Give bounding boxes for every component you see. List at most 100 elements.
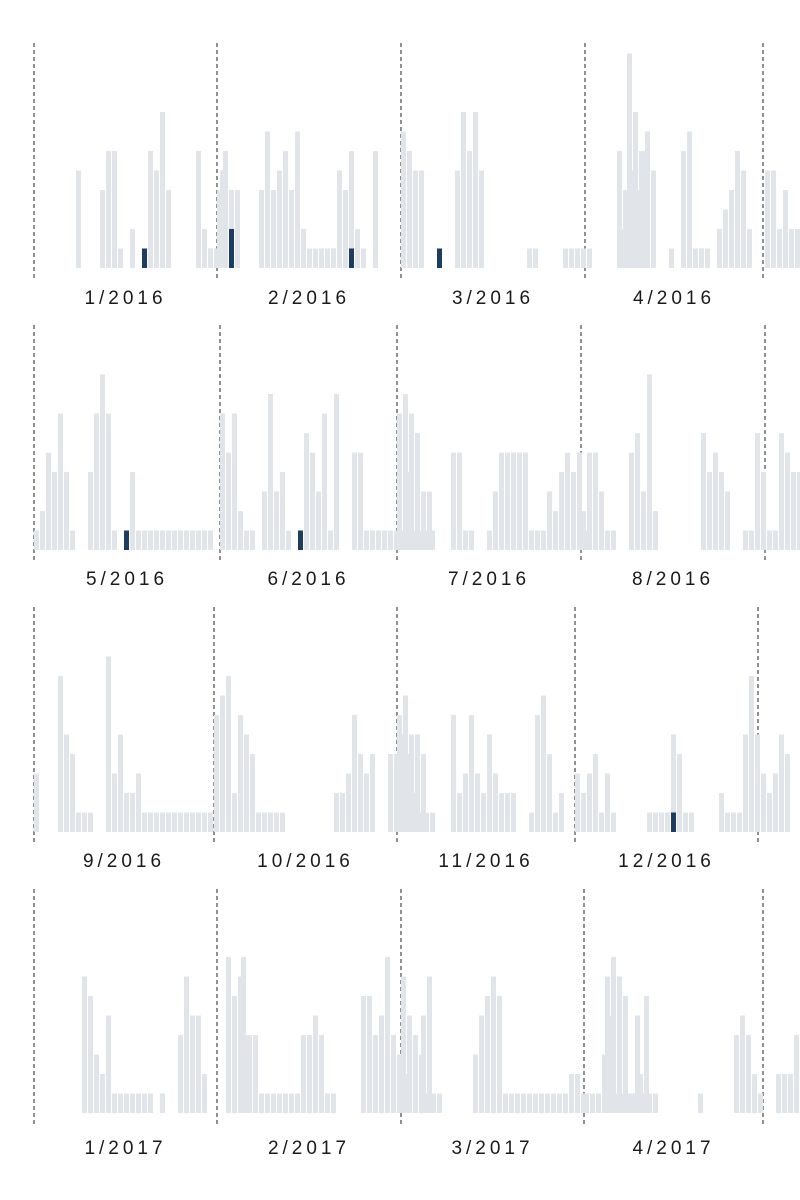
day-bar bbox=[112, 530, 117, 550]
day-bar bbox=[575, 773, 580, 832]
month-panel-1-2017: 1/2017 bbox=[82, 957, 249, 1159]
day-bar bbox=[782, 1074, 787, 1113]
day-bar bbox=[238, 715, 243, 832]
day-bar bbox=[783, 190, 788, 268]
day-bar bbox=[415, 433, 420, 550]
day-bar bbox=[529, 812, 534, 832]
day-bar bbox=[232, 413, 237, 550]
day-bar bbox=[705, 248, 710, 268]
day-bar bbox=[491, 976, 496, 1113]
chart-row-2: 5/2016 6/2016 7/2016 8/2016 bbox=[33, 325, 800, 590]
day-bar bbox=[644, 996, 649, 1113]
day-bar bbox=[196, 530, 201, 550]
day-bar bbox=[761, 773, 766, 832]
month-label: 1/2017 bbox=[84, 1138, 166, 1159]
day-bar bbox=[683, 812, 688, 832]
day-bar bbox=[463, 773, 468, 832]
day-bar bbox=[563, 248, 568, 268]
day-bar bbox=[148, 530, 153, 550]
day-bar bbox=[633, 112, 638, 268]
day-bar bbox=[767, 530, 772, 550]
day-bar bbox=[535, 530, 540, 550]
day-bar bbox=[184, 976, 189, 1113]
month-label: 1/2016 bbox=[84, 288, 166, 309]
highlight-bar bbox=[124, 530, 129, 550]
day-bar bbox=[725, 491, 730, 550]
day-bar bbox=[373, 151, 378, 268]
day-bar bbox=[358, 754, 363, 832]
day-bar bbox=[217, 190, 222, 268]
day-bar bbox=[569, 248, 574, 268]
day-bar bbox=[82, 976, 87, 1113]
day-bar bbox=[340, 793, 345, 832]
day-bar bbox=[190, 812, 195, 832]
day-bar bbox=[244, 1035, 249, 1113]
day-bar bbox=[587, 452, 592, 550]
day-bar bbox=[487, 530, 492, 550]
day-bar bbox=[307, 248, 312, 268]
day-bar bbox=[403, 695, 408, 832]
month-label: 9/2016 bbox=[83, 851, 165, 872]
day-bar bbox=[627, 53, 632, 268]
day-bar bbox=[352, 715, 357, 832]
day-bar bbox=[310, 452, 315, 550]
day-bar bbox=[593, 754, 598, 832]
day-bar bbox=[671, 734, 676, 832]
day-bar bbox=[268, 394, 273, 550]
day-bar bbox=[259, 190, 264, 268]
day-bar bbox=[322, 413, 327, 550]
day-bar bbox=[196, 151, 201, 268]
day-bar bbox=[178, 1035, 183, 1113]
day-bar bbox=[713, 452, 718, 550]
day-bar bbox=[148, 812, 153, 832]
day-bar bbox=[304, 433, 309, 550]
day-bar bbox=[788, 1074, 793, 1113]
day-bar bbox=[771, 170, 776, 268]
day-bar bbox=[208, 530, 213, 550]
day-bar bbox=[142, 812, 147, 832]
day-bar bbox=[202, 812, 207, 832]
day-bar bbox=[112, 1093, 117, 1113]
day-bar bbox=[130, 1093, 135, 1113]
day-bar bbox=[334, 394, 339, 550]
month-label: 11/2016 bbox=[438, 851, 533, 872]
day-bar bbox=[112, 151, 117, 268]
day-bar bbox=[295, 131, 300, 268]
highlight-bar bbox=[142, 248, 147, 268]
day-bar bbox=[533, 248, 538, 268]
day-bar bbox=[331, 248, 336, 268]
day-bar bbox=[599, 812, 604, 832]
day-bar bbox=[687, 131, 692, 268]
day-bar bbox=[403, 394, 408, 550]
day-bar bbox=[277, 170, 282, 268]
day-bar bbox=[34, 530, 39, 550]
day-bar bbox=[100, 190, 105, 268]
month-panel-4-2016: 4/2016 bbox=[621, 53, 800, 309]
day-bar bbox=[481, 793, 486, 832]
day-bar bbox=[463, 530, 468, 550]
day-bar bbox=[160, 812, 165, 832]
day-bar bbox=[397, 715, 402, 832]
day-bar bbox=[605, 976, 610, 1113]
day-bar bbox=[208, 248, 213, 268]
day-bar bbox=[479, 170, 484, 268]
day-bar bbox=[295, 1093, 300, 1113]
day-bar bbox=[265, 1093, 270, 1113]
day-bar bbox=[301, 1035, 306, 1113]
day-bar bbox=[241, 957, 246, 1113]
day-bar bbox=[499, 793, 504, 832]
month-panel-1-2016: 1/2016 bbox=[76, 112, 225, 309]
day-bar bbox=[596, 1093, 601, 1113]
day-bar bbox=[166, 530, 171, 550]
day-bar bbox=[547, 491, 552, 550]
day-bar bbox=[124, 1093, 129, 1113]
day-bar bbox=[511, 452, 516, 550]
day-bar bbox=[437, 1093, 442, 1113]
day-bar bbox=[553, 511, 558, 550]
day-bar bbox=[325, 248, 330, 268]
day-bar bbox=[461, 112, 466, 268]
day-bar bbox=[758, 1093, 763, 1113]
day-bar bbox=[385, 957, 390, 1113]
month-panel-12-2016: 12/2016 bbox=[575, 676, 790, 872]
